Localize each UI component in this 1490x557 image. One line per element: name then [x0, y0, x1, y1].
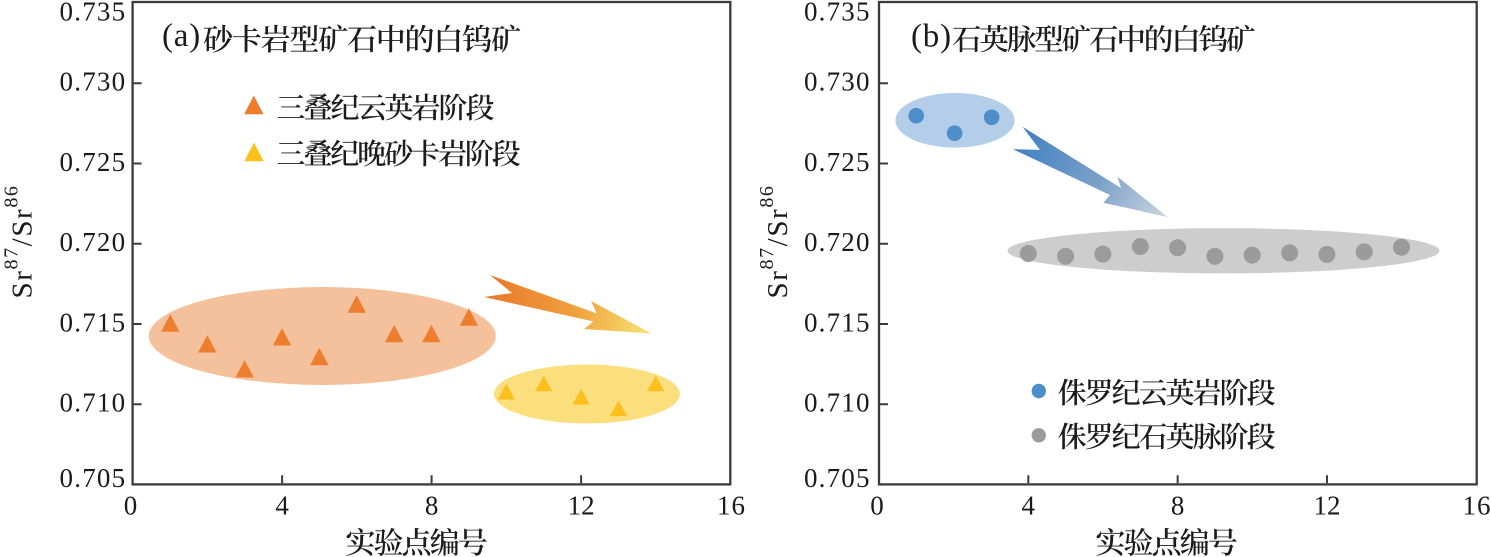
svg-text:0.710: 0.710 — [60, 388, 127, 418]
svg-text:8: 8 — [425, 491, 439, 521]
svg-text:8: 8 — [1171, 491, 1185, 521]
svg-text:0: 0 — [124, 491, 138, 521]
svg-text:0.730: 0.730 — [804, 67, 871, 97]
svg-text:(a): (a) — [162, 18, 201, 54]
svg-text:0: 0 — [870, 491, 884, 521]
svg-text:0.710: 0.710 — [804, 388, 871, 418]
svg-text:0.720: 0.720 — [60, 227, 127, 257]
svg-text:0.725: 0.725 — [60, 147, 127, 177]
svg-text:0.725: 0.725 — [804, 147, 871, 177]
svg-text:12: 12 — [568, 491, 595, 521]
svg-text:0.730: 0.730 — [60, 67, 127, 97]
svg-text:0.705: 0.705 — [60, 463, 127, 493]
svg-text:(b): (b) — [911, 19, 952, 55]
svg-text:0.735: 0.735 — [804, 0, 871, 26]
svg-text:12: 12 — [1314, 491, 1341, 521]
svg-text:0.735: 0.735 — [60, 0, 127, 26]
svg-text:16: 16 — [717, 491, 746, 521]
svg-text:Sr87/Sr86: Sr87/Sr86 — [1, 184, 39, 298]
svg-text:Sr87/Sr86: Sr87/Sr86 — [756, 184, 794, 298]
svg-text:4: 4 — [275, 491, 289, 521]
svg-text:16: 16 — [1463, 491, 1490, 521]
svg-text:0.715: 0.715 — [60, 307, 127, 337]
svg-text:0.715: 0.715 — [804, 307, 871, 337]
svg-text:0.705: 0.705 — [804, 463, 871, 493]
svg-text:0.720: 0.720 — [804, 227, 871, 257]
svg-text:4: 4 — [1022, 491, 1036, 521]
